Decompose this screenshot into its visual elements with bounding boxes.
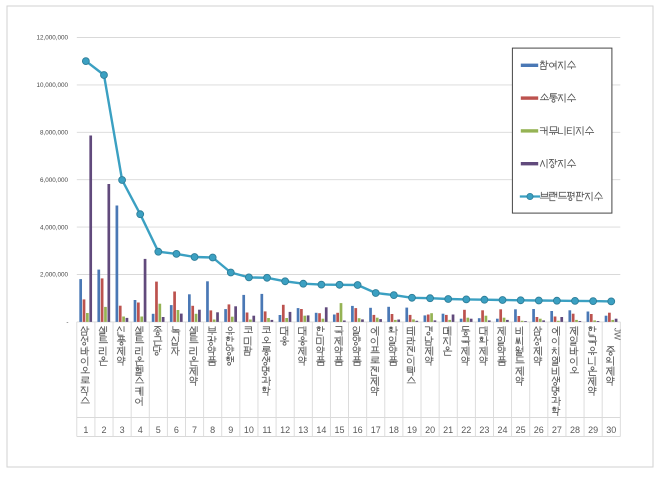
svg-text:2,000,000: 2,000,000 [40, 272, 69, 279]
svg-text:24: 24 [498, 425, 508, 435]
svg-text:25: 25 [516, 425, 526, 435]
svg-text:6: 6 [174, 425, 179, 435]
svg-text:26: 26 [534, 425, 544, 435]
svg-text:21: 21 [443, 425, 453, 435]
svg-text:9: 9 [228, 425, 233, 435]
svg-text:14: 14 [316, 425, 326, 435]
svg-text:30: 30 [606, 425, 616, 435]
svg-text:11: 11 [262, 425, 271, 435]
svg-text:18: 18 [389, 425, 399, 435]
svg-text:15: 15 [334, 425, 344, 435]
svg-text:5: 5 [156, 425, 161, 435]
svg-text:7: 7 [192, 425, 197, 435]
svg-text:-: - [66, 319, 68, 326]
svg-text:10,000,000: 10,000,000 [36, 82, 68, 89]
svg-text:13: 13 [298, 425, 308, 435]
svg-text:1: 1 [83, 425, 88, 435]
svg-text:29: 29 [588, 425, 598, 435]
svg-text:2: 2 [101, 425, 106, 435]
svg-text:17: 17 [371, 425, 381, 435]
svg-text:4: 4 [138, 425, 143, 435]
svg-text:23: 23 [479, 425, 489, 435]
svg-text:20: 20 [425, 425, 435, 435]
svg-text:27: 27 [552, 425, 562, 435]
svg-text:16: 16 [353, 425, 363, 435]
svg-text:12,000,000: 12,000,000 [36, 35, 68, 42]
svg-text:8,000,000: 8,000,000 [40, 130, 69, 137]
svg-text:19: 19 [407, 425, 417, 435]
svg-text:JW: JW [612, 328, 622, 340]
svg-text:4,000,000: 4,000,000 [40, 224, 69, 231]
svg-text:12: 12 [280, 425, 290, 435]
svg-text:8: 8 [210, 425, 215, 435]
svg-text:10: 10 [244, 425, 254, 435]
svg-text:28: 28 [570, 425, 580, 435]
svg-text:6,000,000: 6,000,000 [40, 177, 69, 184]
svg-text:3: 3 [120, 425, 125, 435]
svg-text:22: 22 [461, 425, 471, 435]
